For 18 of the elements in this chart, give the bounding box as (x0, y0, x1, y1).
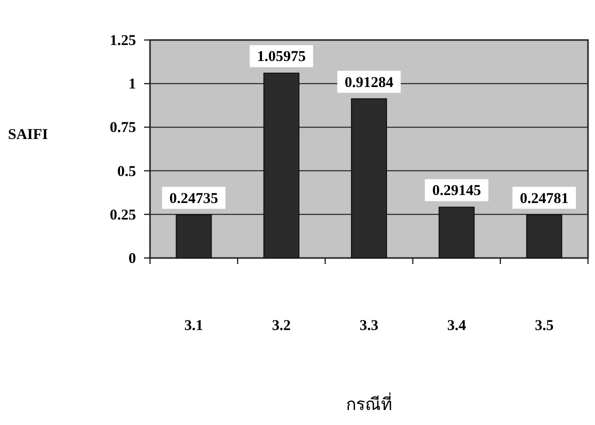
x-axis-title: กรณีที่ (346, 392, 392, 415)
y-tick-label: 0 (128, 251, 136, 267)
data-label: 1.05975 (257, 49, 306, 66)
data-label: 0.29145 (432, 183, 481, 200)
y-tick-label: 0.25 (110, 207, 136, 224)
x-tick-label: 3.1 (184, 318, 204, 334)
y-tick-label: 1.25 (110, 33, 136, 49)
y-axis-title: SAIFI (8, 127, 48, 143)
x-tick-label: 3.5 (534, 318, 554, 334)
y-tick-label: 1 (128, 76, 136, 93)
data-label: 0.24735 (169, 190, 218, 207)
x-tick-label: 3.4 (447, 318, 466, 334)
data-label: 0.24781 (520, 190, 569, 207)
x-tick-label: 3.3 (360, 318, 378, 334)
x-tick-label: 3.2 (272, 318, 291, 334)
y-tick-label: 0.5 (117, 164, 136, 180)
y-tick-label: 0.75 (110, 120, 136, 136)
data-label: 0.91284 (344, 74, 394, 91)
